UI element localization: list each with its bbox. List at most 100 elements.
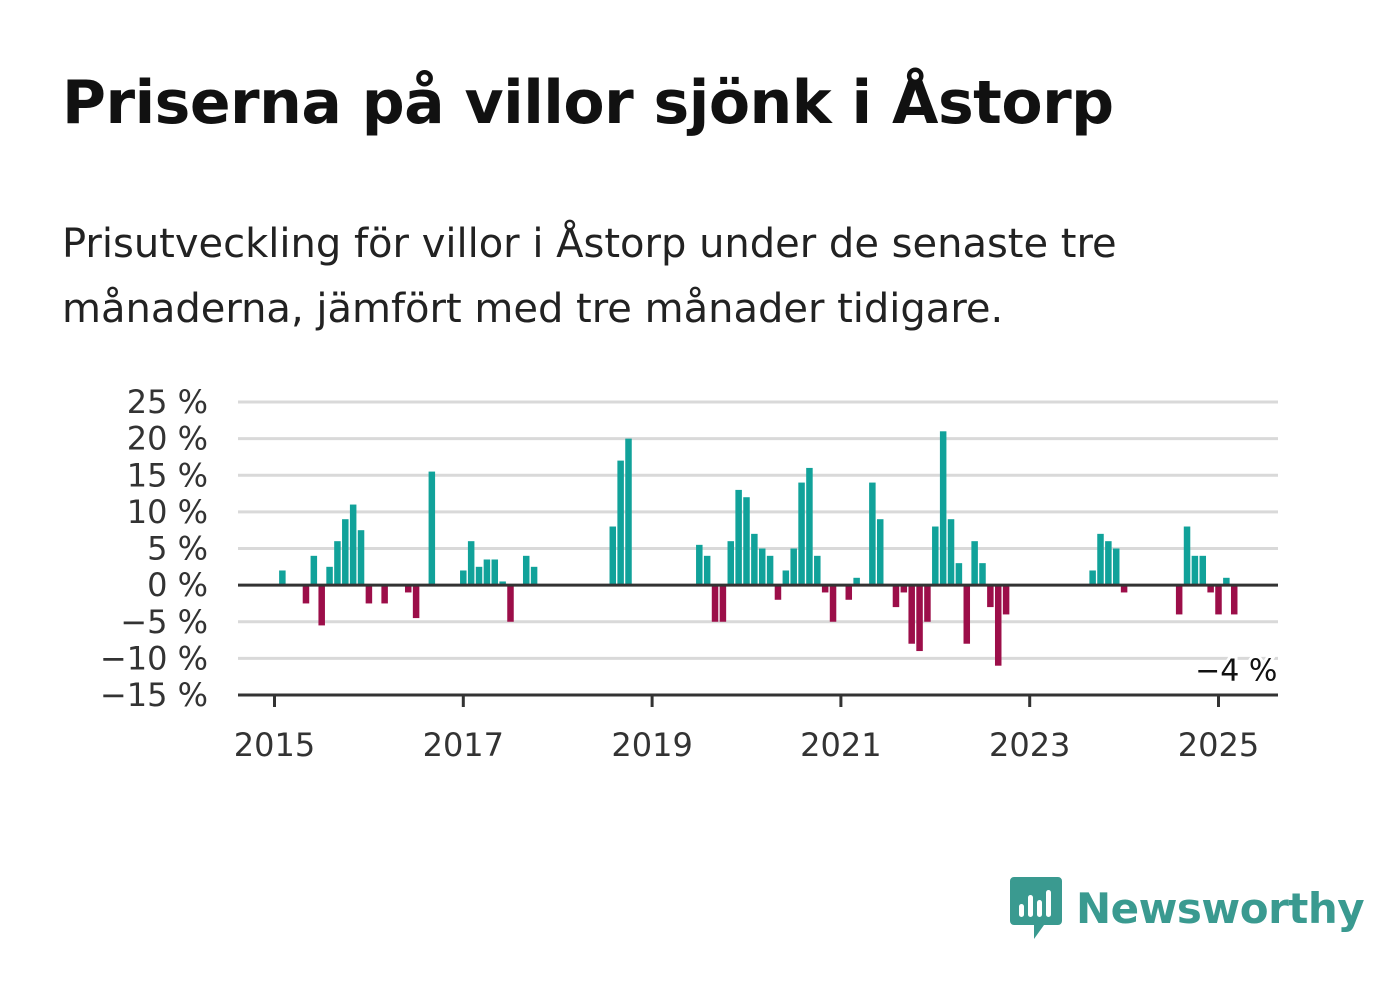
y-tick-label: −10 % [100,639,208,677]
x-tick-label: 2015 [234,726,315,764]
bar [916,585,923,652]
bar [428,471,436,586]
bar [876,519,884,586]
bar [349,504,357,586]
bar [853,577,860,586]
bar [696,544,703,586]
bar [1223,577,1230,586]
x-tick-label: 2019 [611,726,692,764]
bar [892,585,900,608]
bar [507,585,514,622]
bar [790,548,797,586]
x-tick-label: 2021 [800,726,881,764]
bar [924,585,931,622]
bar [829,585,837,622]
bar [467,541,475,586]
x-tick-label: 2017 [423,726,504,764]
bar [326,566,333,586]
bar [357,530,365,586]
bar [806,467,813,586]
axes [238,583,1278,707]
bar [1105,541,1112,586]
annotation-label: −4 % [1195,653,1277,688]
bar [499,581,506,586]
bar [766,555,774,586]
bar [758,548,766,586]
bar [310,555,318,586]
bar [342,519,349,586]
bar [1183,526,1191,586]
bar [994,585,1002,666]
y-tick-label: 10 % [127,493,208,531]
bar [939,431,947,586]
bar [1207,585,1214,593]
grid-lines [238,400,1278,660]
bar [460,570,467,586]
bar [318,585,325,626]
bar [1112,548,1120,586]
bar [845,585,853,600]
bar [703,555,711,586]
bar [1120,585,1128,593]
bar [530,566,538,586]
page-subtitle: Prisutveckling för villor i Åstorp under… [62,221,1117,332]
bar [821,585,829,593]
y-tick-label: 20 % [127,420,208,458]
bar [279,570,286,586]
annotations: −4 % [1192,650,1280,691]
bar [774,585,782,600]
bar [1215,585,1222,615]
newsworthy-logo-icon [1010,877,1062,939]
y-tick-label: −5 % [120,603,208,641]
bar [1097,533,1104,586]
bar [412,585,420,619]
bar [483,559,491,586]
bar [979,563,986,586]
bar [955,563,963,586]
bars [279,431,1238,666]
bar [735,489,742,586]
bar [869,482,876,586]
bar [798,482,805,586]
bar [932,526,939,586]
bar [782,570,790,586]
bar [404,585,412,593]
bar [987,585,994,608]
bar [900,585,908,593]
bar [302,585,310,604]
y-tick-label: 25 % [127,383,208,421]
bar [491,559,499,586]
bar [711,585,719,622]
brand: Newsworthy [1010,876,1365,940]
bar [625,438,632,586]
x-tick-label: 2025 [1178,726,1259,764]
bar [963,585,971,644]
page-title: Priserna på villor sjönk i Åstorp [62,68,1114,138]
x-axis-labels: 2015 2017 2019 2021 2023 2025 [234,726,1259,764]
bar [1191,555,1199,586]
bar [1089,570,1096,586]
bar [381,585,388,604]
bar [609,526,617,586]
bar [617,460,624,586]
bar [908,585,915,644]
bar [522,555,530,586]
bar [365,585,373,604]
x-tick-label: 2023 [989,726,1070,764]
bar [971,541,978,586]
bar [1230,585,1238,615]
y-axis-labels: 25 %20 %15 %10 %5 %0 %−5 %−10 %−15 % [100,383,208,714]
bar [1175,585,1183,615]
y-tick-label: −15 % [100,676,208,714]
bar [751,533,758,586]
bar [1199,555,1207,586]
bar [727,541,735,586]
bar [1002,585,1010,615]
y-tick-label: 15 % [127,456,208,494]
bar [334,541,341,586]
bar [814,555,821,586]
y-tick-label: 5 % [147,530,208,568]
bar [947,519,955,586]
y-tick-label: 0 % [147,566,208,604]
